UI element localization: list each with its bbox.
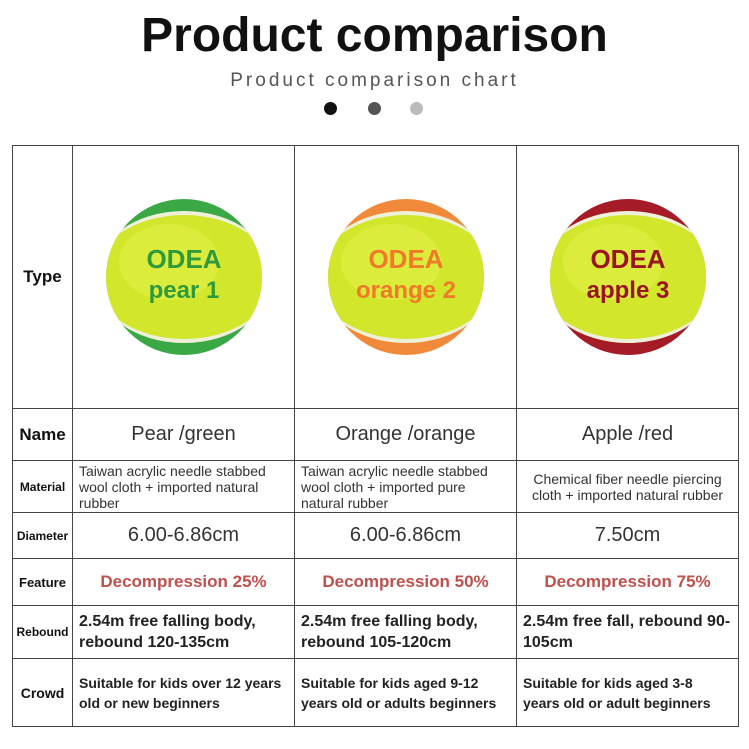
cell: Taiwan acrylic needle stabbed wool cloth… (294, 460, 517, 513)
cell: Taiwan acrylic needle stabbed wool cloth… (72, 460, 295, 513)
dot (410, 102, 423, 115)
cell: Apple /red (516, 408, 739, 461)
cell: Orange /orange (294, 408, 517, 461)
ball-body (549, 199, 706, 355)
cell: 6.00-6.86cm (72, 512, 295, 559)
shine (340, 224, 441, 300)
ball-body (105, 199, 262, 355)
ball-cell: ODEA apple 3 (516, 145, 739, 409)
ball: ODEA apple 3 (549, 199, 706, 355)
comparison-table: Type ODEA pear 1 ODEA orange 2 ODEA apple 3… (12, 145, 739, 727)
row-label: Feature (12, 558, 73, 606)
cell: Suitable for kids aged 3-8 years old or … (516, 658, 739, 727)
ball-model: pear 1 (148, 277, 219, 304)
ball-cell: ODEA pear 1 (72, 145, 295, 409)
row-label: Name (12, 408, 73, 461)
ball-body (327, 199, 484, 355)
ball-brand: ODEA (146, 244, 221, 274)
row-label: Type (12, 145, 73, 409)
cell: Decompression 50% (294, 558, 517, 606)
subtitle: Product comparison chart (230, 70, 519, 91)
cell: Suitable for kids aged 9-12 years old or… (294, 658, 517, 727)
name-row: Name Pear /green Orange /orange Apple /r… (12, 408, 739, 461)
row-label: Crowd (12, 658, 73, 727)
ball-brand: ODEA (590, 244, 665, 274)
ball-cell: ODEA orange 2 (294, 145, 517, 409)
cell: Pear /green (72, 408, 295, 461)
cell: Suitable for kids over 12 years old or n… (72, 658, 295, 727)
row-label: Rebound (12, 605, 73, 659)
feature-row: Feature Decompression 25% Decompression … (12, 558, 739, 606)
cell: Chemical fiber needle piercing cloth + i… (516, 460, 739, 513)
dot (324, 102, 337, 115)
cell: 2.54m free fall, rebound 90-105cm (516, 605, 739, 659)
material-row: Material Taiwan acrylic needle stabbed w… (12, 460, 739, 513)
cell: 2.54m free falling body, rebound 105-120… (294, 605, 517, 659)
ball-brand: ODEA (368, 244, 443, 274)
crowd-row: Crowd Suitable for kids over 12 years ol… (12, 658, 739, 727)
shine (118, 224, 219, 300)
ball: ODEA pear 1 (105, 199, 262, 355)
cell: 7.50cm (516, 512, 739, 559)
cell: 2.54m free falling body, rebound 120-135… (72, 605, 295, 659)
row-label: Diameter (12, 512, 73, 559)
row-label: Material (12, 460, 73, 513)
title: Product comparison (141, 9, 608, 62)
cell: Decompression 75% (516, 558, 739, 606)
ball-model: apple 3 (586, 277, 669, 304)
rebound-row: Rebound 2.54m free falling body, rebound… (12, 605, 739, 659)
type-row: Type ODEA pear 1 ODEA orange 2 ODEA apple 3 (12, 145, 739, 409)
dot (368, 102, 381, 115)
diameter-row: Diameter 6.00-6.86cm 6.00-6.86cm 7.50cm (12, 512, 739, 559)
ball-model: orange 2 (355, 277, 455, 304)
cell: Decompression 25% (72, 558, 295, 606)
ball: ODEA orange 2 (327, 199, 484, 355)
cell: 6.00-6.86cm (294, 512, 517, 559)
shine (562, 224, 663, 300)
